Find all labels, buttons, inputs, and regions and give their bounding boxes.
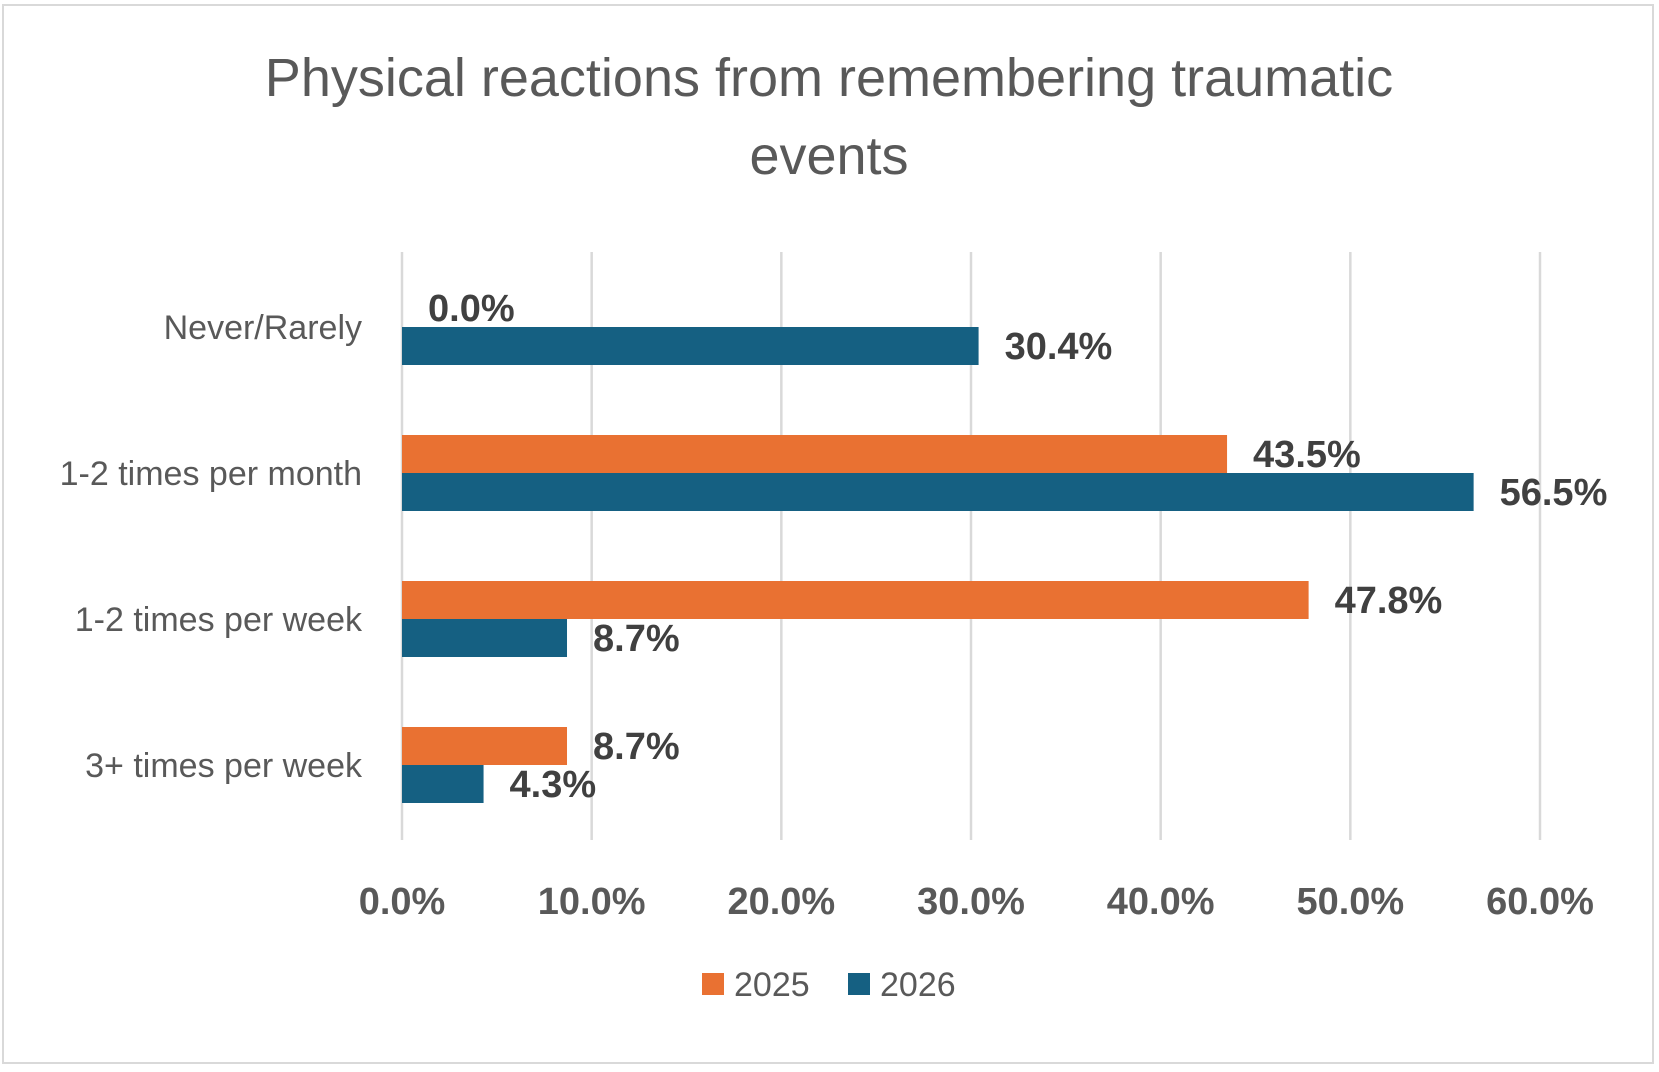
x-tick-label-6: 60.0% [1486, 881, 1594, 923]
bar-2025-1 [402, 435, 1228, 473]
data-label-2025-0: 0.0% [428, 288, 515, 330]
data-label-2026-2: 8.7% [593, 618, 680, 660]
bar-2025-2 [402, 581, 1309, 619]
x-tick-label-3: 30.0% [917, 881, 1025, 923]
chart-title-line-2: events [749, 126, 908, 186]
chart-title-line-1: Physical reactions from remembering trau… [265, 48, 1393, 108]
chart-frame [2, 4, 1654, 1064]
bars [402, 327, 1474, 803]
data-label-2026-0: 30.4% [1005, 326, 1113, 368]
legend-swatch-2026 [848, 973, 870, 995]
data-labels: 0.0%30.4%43.5%56.5%47.8%8.7%8.7%4.3% [428, 288, 1607, 806]
x-tick-label-4: 40.0% [1107, 881, 1215, 923]
bar-2026-1 [402, 473, 1474, 511]
bar-2025-3 [402, 727, 568, 765]
category-label-2: 1-2 times per week [75, 601, 363, 639]
legend: 2025 2026 [702, 966, 956, 1004]
data-label-2025-1: 43.5% [1253, 434, 1361, 476]
data-label-2026-1: 56.5% [1500, 472, 1608, 514]
legend-label-2025: 2025 [734, 966, 810, 1004]
data-label-2025-2: 47.8% [1335, 580, 1443, 622]
data-label-2025-3: 8.7% [593, 726, 680, 768]
bar-2026-0 [402, 327, 979, 365]
data-label-2026-3: 4.3% [510, 764, 597, 806]
legend-label-2026: 2026 [880, 966, 956, 1004]
legend-swatch-2025 [702, 973, 724, 995]
value-axis: 0.0% 10.0% 20.0% 30.0% 40.0% 50.0% 60.0% [359, 881, 1594, 923]
bar-2026-3 [402, 765, 484, 803]
category-axis: Never/Rarely 1-2 times per month 1-2 times… [60, 309, 363, 785]
x-tick-label-2: 20.0% [727, 881, 835, 923]
category-label-3: 3+ times per week [85, 747, 363, 785]
category-label-1: 1-2 times per month [60, 455, 362, 493]
x-tick-label-1: 10.0% [538, 881, 646, 923]
category-label-0: Never/Rarely [164, 309, 362, 347]
x-tick-label-5: 50.0% [1296, 881, 1404, 923]
bar-2026-2 [402, 619, 568, 657]
x-tick-label-0: 0.0% [359, 881, 446, 923]
